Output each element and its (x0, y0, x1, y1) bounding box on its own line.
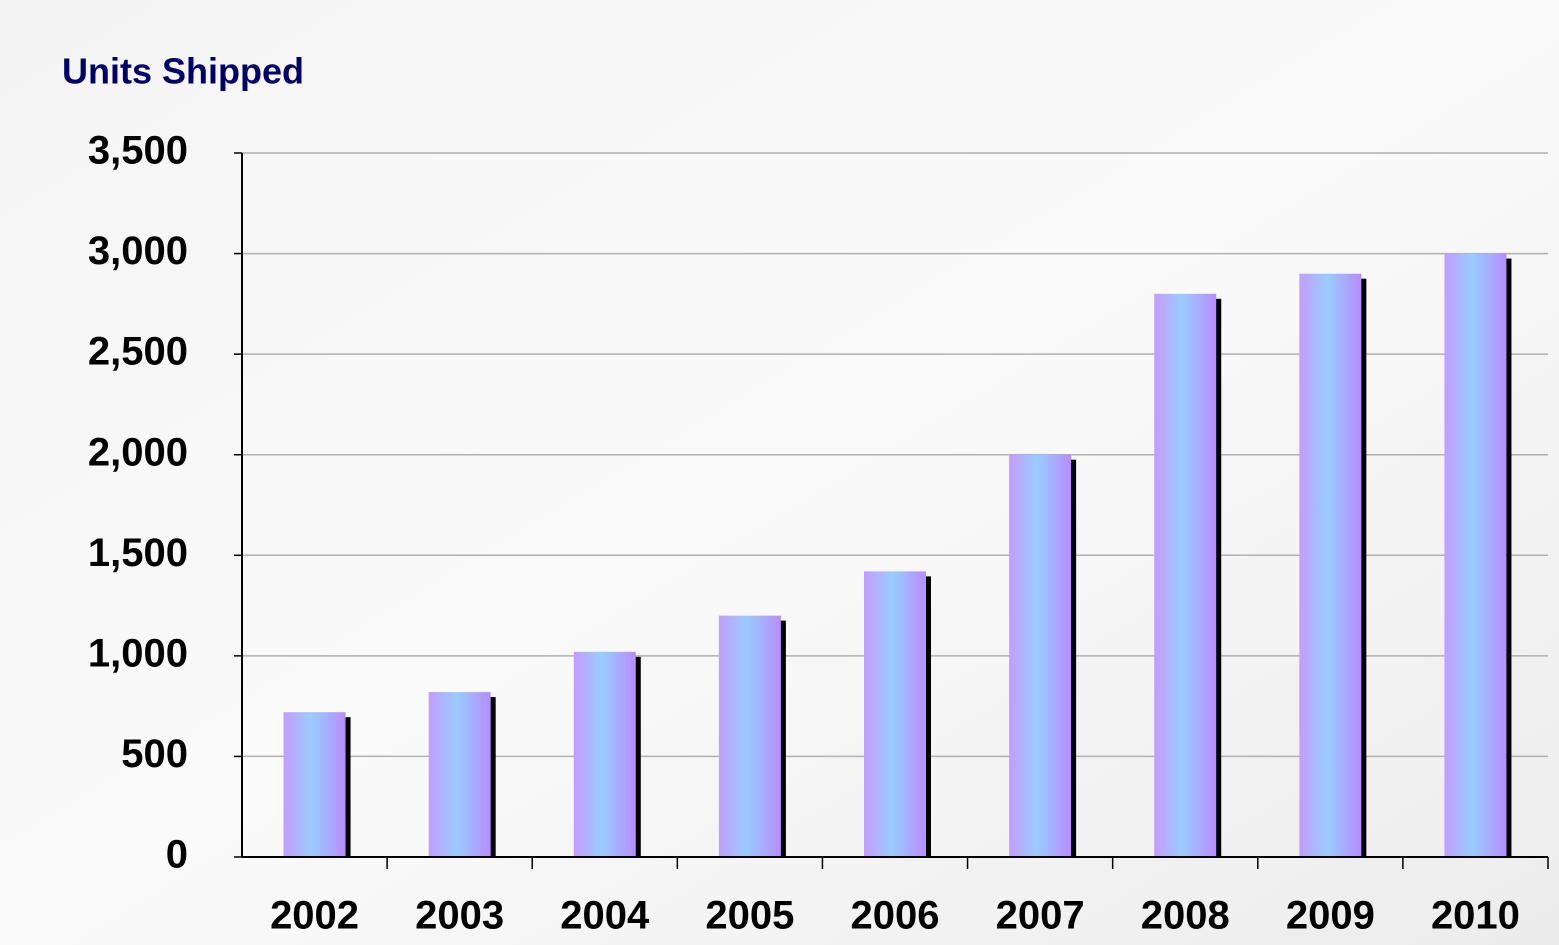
axis-title: Units Shipped (62, 51, 304, 92)
y-tick-label: 2,000 (88, 430, 188, 474)
bar (574, 652, 636, 857)
y-tick-label: 1,000 (88, 631, 188, 675)
bar (719, 616, 781, 857)
y-tick-label: 2,500 (88, 330, 188, 374)
bar (864, 571, 926, 857)
x-tick-label: 2005 (705, 894, 794, 938)
bar (284, 712, 346, 857)
bar (429, 692, 491, 857)
page: {"chart_data": {"type": "bar", "y_label"… (0, 0, 1559, 945)
chart: Units Shipped 0 500 1,000 1,500 2,000 2,500 3,… (0, 0, 1559, 945)
y-tick-label: 3,000 (88, 229, 188, 273)
x-tick-label: 2002 (270, 894, 359, 938)
x-tick-label: 2010 (1431, 894, 1520, 938)
y-tick-label: 0 (166, 833, 188, 877)
bar (1009, 455, 1071, 857)
x-tick-label: 2006 (851, 894, 940, 938)
y-tick-label: 500 (121, 732, 188, 776)
x-tick-label: 2007 (996, 894, 1085, 938)
bar (1444, 254, 1506, 857)
y-tick-label: 1,500 (88, 531, 188, 575)
bar (1299, 274, 1361, 857)
x-tick-label: 2008 (1141, 894, 1230, 938)
bar (1154, 294, 1216, 857)
x-tick-label: 2003 (415, 894, 504, 938)
y-tick-label: 3,500 (88, 129, 188, 173)
x-tick-label: 2009 (1286, 894, 1375, 938)
x-tick-label: 2004 (560, 894, 650, 938)
